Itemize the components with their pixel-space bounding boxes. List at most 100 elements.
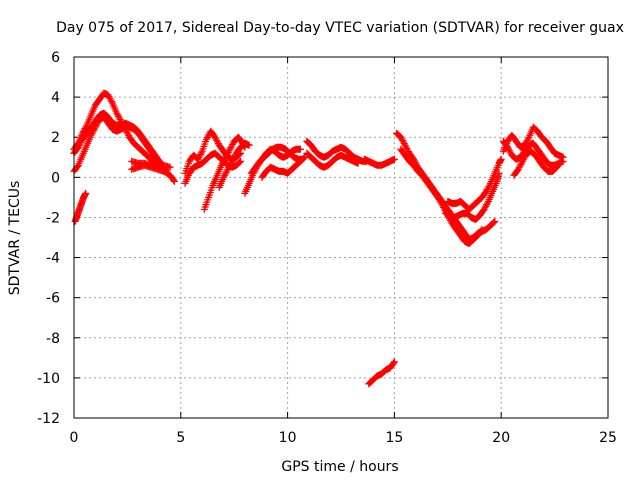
data-point (223, 152, 231, 160)
data-point (556, 158, 564, 166)
data-point (89, 128, 97, 136)
data-point (75, 142, 83, 150)
data-point (218, 160, 226, 168)
data-point (436, 197, 444, 205)
data-point (87, 131, 95, 139)
series-arc-24 (510, 147, 565, 179)
data-point (220, 156, 228, 164)
data-point (107, 96, 115, 104)
data-point (437, 199, 445, 207)
y-tick-label: -2 (46, 210, 60, 226)
data-point (90, 126, 98, 134)
data-point (203, 134, 211, 142)
data-point (229, 156, 237, 164)
data-point (484, 199, 492, 207)
data-point (505, 146, 513, 154)
data-point (521, 152, 529, 160)
data-point (92, 122, 100, 130)
data-point (211, 133, 219, 141)
data-point (217, 161, 225, 169)
data-point (88, 130, 96, 138)
data-point (301, 153, 309, 161)
series-arc-13 (258, 153, 309, 181)
data-point (557, 157, 565, 165)
data-point (518, 159, 526, 167)
data-point (403, 144, 411, 152)
axes (73, 56, 609, 419)
data-point (231, 152, 239, 160)
data-point (520, 154, 528, 162)
data-point (221, 170, 229, 178)
y-tick-label: -10 (37, 371, 60, 387)
data-point (399, 138, 407, 146)
data-point (194, 155, 202, 163)
data-point (82, 189, 90, 197)
series-arc-17 (365, 358, 398, 388)
data-point (402, 143, 410, 151)
data-point (524, 135, 532, 143)
data-point (519, 157, 527, 165)
data-points (70, 89, 567, 388)
data-point (224, 165, 232, 173)
data-point (481, 204, 489, 212)
data-point (440, 205, 448, 213)
data-point (440, 203, 448, 211)
data-point (236, 158, 244, 166)
data-point (237, 157, 245, 165)
data-point (170, 177, 178, 185)
data-point (227, 144, 235, 152)
grid-lines (74, 57, 608, 418)
data-point (228, 140, 236, 148)
data-point (220, 172, 228, 180)
data-point (91, 125, 99, 133)
data-point (490, 218, 498, 226)
data-point (390, 359, 398, 367)
data-point (104, 91, 112, 99)
data-point (170, 176, 178, 184)
data-point (390, 358, 398, 366)
data-point (439, 202, 447, 210)
data-point (480, 205, 488, 213)
data-point (124, 130, 132, 138)
series-arc-20 (444, 155, 505, 213)
data-point (76, 140, 84, 148)
tick-labels: 0 5 10 15 20 25 -12 -10 -8 -6 -4 -2 0 2 4 6 (37, 50, 617, 446)
data-point (105, 93, 113, 101)
series-arc-10 (215, 139, 253, 191)
data-point (220, 173, 228, 181)
x-tick-label: 10 (279, 430, 297, 446)
data-point (390, 155, 398, 163)
series-arc-19 (397, 145, 486, 248)
series-arc-14 (303, 137, 371, 165)
data-point (228, 142, 236, 150)
series-arc-4 (71, 189, 90, 225)
data-point (222, 169, 230, 177)
data-point (515, 164, 523, 172)
data-point (74, 143, 82, 151)
data-point (223, 167, 231, 175)
data-point (296, 145, 304, 153)
series-arc-5 (128, 161, 178, 185)
data-point (108, 98, 116, 106)
y-tick-label: 4 (51, 90, 60, 106)
data-point (73, 163, 81, 171)
series-arc-21 (442, 169, 503, 223)
data-point (299, 155, 307, 163)
series-arc-22 (499, 123, 567, 161)
data-point (404, 146, 412, 154)
data-point (94, 118, 102, 126)
data-point (214, 138, 222, 146)
data-point (514, 165, 522, 173)
data-point (400, 140, 408, 148)
y-tick-label: -4 (46, 251, 60, 267)
data-point (478, 225, 486, 233)
x-tick-label: 20 (492, 430, 510, 446)
data-point (115, 114, 123, 122)
series-arc-16 (360, 155, 398, 169)
data-point (221, 155, 229, 163)
y-axis-label: SDTVAR / TECUs (7, 181, 23, 296)
data-point (477, 227, 485, 235)
data-point (435, 195, 443, 203)
data-point (484, 184, 492, 192)
